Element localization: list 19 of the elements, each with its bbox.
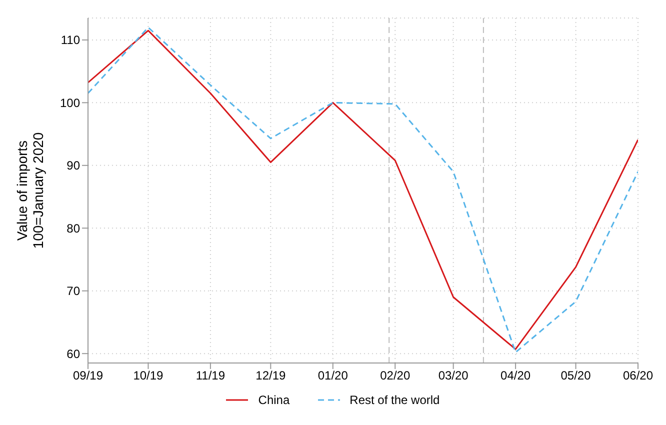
x-tick-label: 01/20 — [318, 368, 348, 383]
x-tick-label: 11/19 — [196, 368, 226, 383]
x-tick-label: 10/19 — [133, 368, 164, 383]
x-tick-label: 03/20 — [438, 368, 469, 383]
y-tick-label: 80 — [66, 221, 80, 236]
x-tick-label: 09/19 — [72, 368, 104, 383]
x-tick-label: 05/20 — [560, 368, 592, 383]
x-tick-label: 02/20 — [380, 368, 410, 383]
x-tick-label: 04/20 — [500, 368, 531, 383]
y-tick-label: 110 — [60, 33, 80, 48]
x-tick-label: 12/19 — [256, 368, 286, 383]
y-tick-label: 90 — [66, 158, 80, 173]
x-tick-label: 06/20 — [622, 368, 654, 383]
y-axis-title: Value of imports 100=January 2020 — [14, 132, 46, 249]
legend-label: China — [258, 393, 290, 407]
y-tick-label: 100 — [60, 96, 80, 110]
y-tick-label: 60 — [66, 346, 80, 361]
legend-label: Rest of the world — [350, 393, 440, 407]
y-tick-label: 70 — [66, 284, 80, 298]
